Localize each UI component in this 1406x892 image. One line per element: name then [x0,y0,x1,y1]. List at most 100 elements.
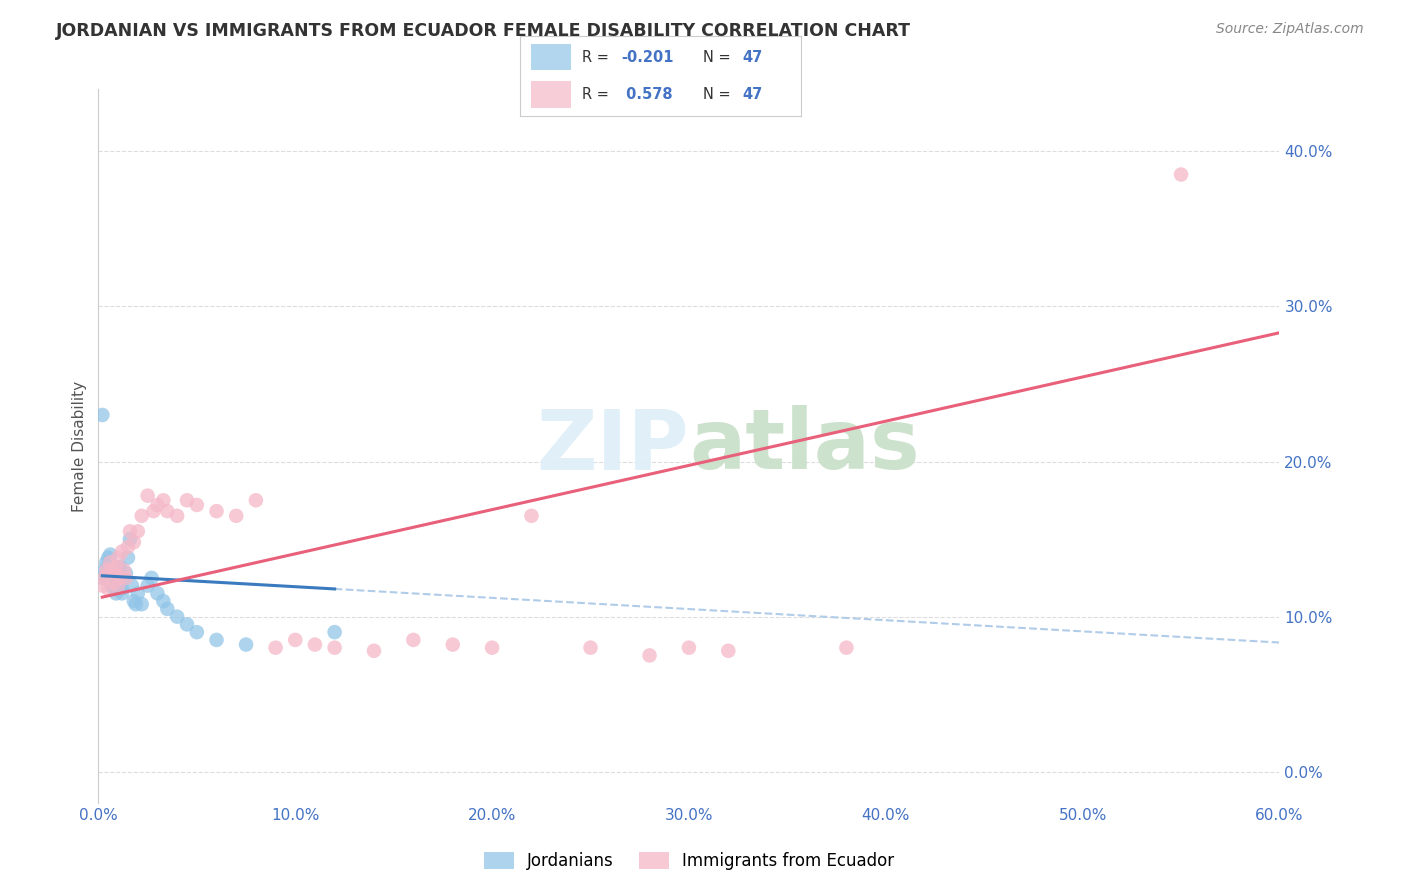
Point [101,563,124,577]
Point [1170,168,1192,182]
Point [97,566,120,581]
Point [284,632,307,647]
Point [402,632,425,647]
Point [131,597,153,611]
Point [166,508,188,523]
Point [225,508,247,523]
Point [112,563,135,577]
Point [103,575,125,590]
Point [186,498,208,512]
Text: 47: 47 [742,50,762,65]
Point [304,638,326,652]
Point [125,597,148,611]
Point [101,563,124,577]
Point [107,579,129,593]
Point [111,544,134,558]
Point [101,571,124,585]
Point [98,548,121,562]
Point [141,571,163,585]
Point [118,524,141,539]
Point [122,535,145,549]
Text: R =: R = [582,87,613,102]
Point [98,555,121,569]
Point [136,579,159,593]
Point [97,582,120,596]
Point [142,504,165,518]
Point [115,566,138,581]
Point [98,555,121,569]
Point [93,571,115,585]
Point [127,524,149,539]
Point [156,602,179,616]
Point [166,609,188,624]
Text: 0.578: 0.578 [621,87,673,102]
Point [205,504,228,518]
Point [136,489,159,503]
Point [146,498,169,512]
Point [579,640,602,655]
Point [103,582,125,596]
Point [131,508,153,523]
Point [101,579,124,593]
Point [235,638,257,652]
Point [111,582,134,596]
Point [264,640,287,655]
Point [108,560,131,574]
Point [245,493,267,508]
Point [107,579,129,593]
Point [108,575,131,590]
Point [103,560,125,574]
Point [520,508,543,523]
Point [97,550,120,565]
Point [105,586,128,600]
Text: 47: 47 [742,87,762,102]
Point [835,640,858,655]
Point [152,594,174,608]
Text: atlas: atlas [689,406,920,486]
Point [91,571,114,585]
Point [107,563,129,577]
Point [103,566,125,581]
Point [638,648,661,663]
Point [127,586,149,600]
Point [96,563,118,577]
Point [118,532,141,546]
Text: JORDANIAN VS IMMIGRANTS FROM ECUADOR FEMALE DISABILITY CORRELATION CHART: JORDANIAN VS IMMIGRANTS FROM ECUADOR FEM… [56,22,911,40]
Text: -0.201: -0.201 [621,50,673,65]
Point [122,594,145,608]
Point [91,579,114,593]
Point [105,560,128,574]
Point [363,644,385,658]
Point [323,625,346,640]
Point [176,617,198,632]
Point [111,586,134,600]
Point [103,566,125,581]
FancyBboxPatch shape [531,44,571,70]
Point [96,555,118,569]
Point [186,625,208,640]
Text: N =: N = [703,50,735,65]
Point [115,571,138,585]
Point [108,571,131,585]
Point [441,638,464,652]
Point [112,571,135,585]
Point [205,632,228,647]
Point [96,566,118,581]
Point [98,575,121,590]
Text: R =: R = [582,50,613,65]
Point [176,493,198,508]
Point [97,571,120,585]
Point [156,504,179,518]
Point [152,493,174,508]
Legend: Jordanians, Immigrants from Ecuador: Jordanians, Immigrants from Ecuador [477,845,901,877]
Point [93,563,115,577]
FancyBboxPatch shape [531,81,571,108]
Text: ZIP: ZIP [537,406,689,486]
Point [107,566,129,581]
Point [323,640,346,655]
Point [481,640,503,655]
Point [678,640,700,655]
Point [91,408,114,422]
Point [717,644,740,658]
Point [97,560,120,574]
